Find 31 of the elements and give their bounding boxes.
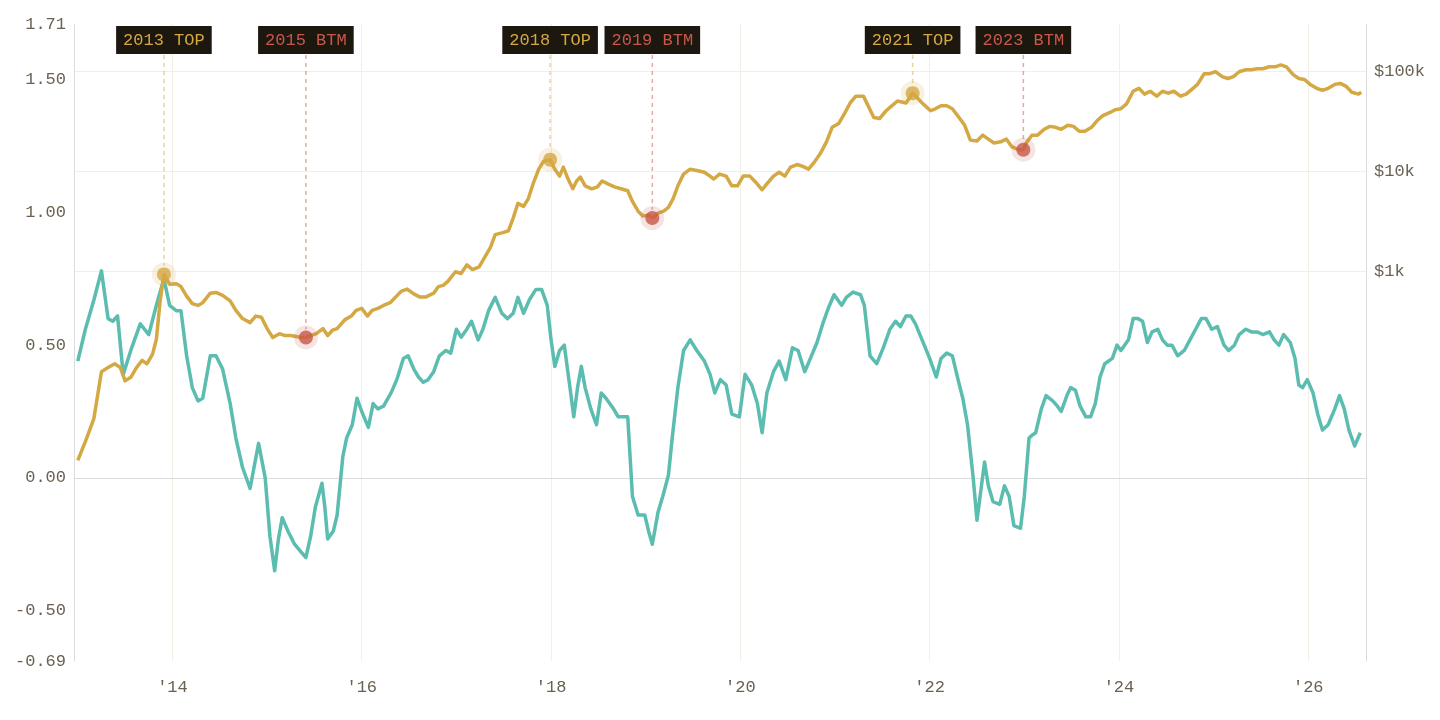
annotation: 2013 TOP xyxy=(123,30,205,50)
annotation: 2021 TOP xyxy=(871,30,954,50)
annotation: 2015 BTM xyxy=(265,30,347,50)
x-tick-label: '20 xyxy=(725,678,756,697)
point xyxy=(538,147,563,172)
y-tick-label: 1.71 xyxy=(25,14,66,34)
x-tick-label: '18 xyxy=(535,678,567,697)
annotation: 2018 TOP xyxy=(509,30,591,50)
point xyxy=(640,206,665,231)
x-tick-label: '26 xyxy=(1292,678,1324,697)
point xyxy=(1011,137,1036,162)
y-tick-label: 1.00 xyxy=(25,202,66,222)
y-tick-label: 0.50 xyxy=(25,335,66,355)
y-tick-label: 1.50 xyxy=(25,70,66,90)
x-tick-label: '22 xyxy=(914,678,945,697)
line-series xyxy=(76,63,1364,463)
annotation: 2023 BTM xyxy=(982,30,1065,50)
y-tick-label: 0.00 xyxy=(25,468,66,488)
line-series xyxy=(76,269,1363,573)
point xyxy=(151,262,176,287)
y-tick-label: -0.69 xyxy=(14,651,66,671)
y2-tick-label: $1k xyxy=(1374,262,1405,282)
x-tick-label: '14 xyxy=(157,678,188,697)
annotation: 2019 BTM xyxy=(611,30,694,50)
x-tick-label: '24 xyxy=(1103,678,1135,697)
y2-tick-label: $100k xyxy=(1374,62,1426,82)
point xyxy=(900,81,925,106)
y2-tick-label: $10k xyxy=(1374,162,1415,182)
y-tick-label: -0.50 xyxy=(14,601,66,621)
point xyxy=(293,325,318,350)
x-tick-label: '16 xyxy=(346,678,378,697)
